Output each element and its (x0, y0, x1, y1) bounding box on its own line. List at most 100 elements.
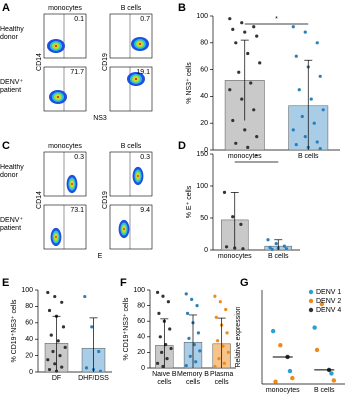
row-label: Healthy donor (0, 26, 24, 41)
data-point (214, 315, 218, 319)
row-label-box: Healthy donor (0, 164, 24, 179)
data-point (321, 108, 325, 112)
data-point (266, 238, 270, 242)
x-axis-label: NS3 (93, 115, 107, 122)
data-point (234, 141, 238, 145)
row-label: DENV⁺ patient (0, 79, 24, 94)
data-point (270, 328, 276, 334)
data-point (98, 369, 103, 373)
y-tick-label: 60 (200, 66, 208, 73)
data-point (224, 307, 228, 312)
data-point (196, 331, 201, 335)
cell-density (134, 78, 138, 80)
y-tick-label: 20 (200, 120, 208, 127)
x-tick-label-box: DF (51, 375, 62, 382)
data-point (216, 339, 220, 343)
data-point (155, 290, 160, 294)
data-point (240, 21, 244, 25)
data-point (252, 25, 256, 29)
x-tick-label: B cells (267, 253, 289, 260)
data-point (164, 343, 168, 347)
y-axis-label: % E⁺ cells (186, 185, 193, 218)
panel-letter: E (2, 277, 9, 289)
y-axis-label: Relative expression (235, 306, 242, 367)
y-tick-label: 100 (21, 287, 33, 294)
data-point (282, 244, 286, 248)
x-tick-label-box: monocytes (227, 153, 262, 160)
row-label: DENV⁺ patient (0, 217, 24, 232)
data-point (160, 350, 164, 354)
row-label-box: DENV⁺ patient (0, 217, 24, 232)
data-point (47, 308, 52, 313)
data-point (294, 54, 298, 58)
y-axis-label: CD19 (102, 191, 109, 209)
y-axis-label: % CD19⁺NS3⁺ cells (11, 299, 18, 363)
legend-marker (308, 307, 314, 313)
row-label-box: Healthy donor (0, 26, 24, 41)
gate-percentage: 9.4 (140, 207, 150, 214)
data-point (228, 88, 232, 92)
data-point (318, 147, 322, 151)
data-point (291, 25, 295, 29)
x-tick-label-box: monocytes (218, 253, 252, 260)
data-point (331, 378, 337, 383)
data-point (155, 361, 160, 365)
data-point (83, 294, 87, 299)
x-tick-label: B cells (297, 153, 319, 160)
data-point (278, 343, 283, 348)
flow-plot (43, 204, 87, 250)
data-point (195, 304, 199, 308)
data-point (234, 41, 238, 45)
data-point (228, 17, 232, 21)
data-point (47, 367, 52, 372)
y-tick-label: 40 (200, 93, 208, 100)
data-point (222, 190, 227, 194)
y-tick-label: 150 (196, 151, 208, 158)
y-tick-label: 80 (25, 303, 33, 310)
data-point (90, 325, 94, 329)
data-point (46, 358, 50, 362)
data-point (188, 354, 192, 358)
data-point (315, 140, 319, 144)
data-point (231, 215, 235, 219)
data-point (165, 357, 169, 361)
x-tick-label: DF (51, 375, 62, 382)
panel-letter: D (178, 140, 186, 152)
x-tick-label: monocytes (227, 153, 262, 160)
data-point (60, 365, 64, 369)
x-tick-label-box: B cells (267, 253, 289, 260)
y-tick-label: 40 (25, 336, 33, 343)
cell-density (55, 235, 57, 239)
data-point (56, 339, 60, 343)
data-point (226, 350, 231, 354)
data-point (231, 27, 235, 31)
panel-letter: A (2, 2, 10, 14)
x-tick-label-box: B cells (297, 153, 319, 160)
data-point (221, 344, 225, 348)
cell-density (54, 45, 58, 47)
significance-marker: * (275, 16, 278, 23)
x-tick-label-box: DHF/DSS (78, 375, 109, 382)
y-axis-label: CD14 (36, 53, 43, 71)
y-tick-label: 40 (137, 334, 145, 341)
data-point (53, 362, 57, 366)
x-tick-label-box: monocytes (266, 387, 300, 394)
data-point (297, 88, 301, 92)
data-point (268, 245, 272, 250)
y-tick-label: 60 (25, 320, 33, 327)
data-point (329, 371, 334, 376)
flow-plot (109, 151, 153, 197)
x-tick-label: B cells (313, 387, 335, 394)
legend-marker (308, 298, 314, 304)
legend-marker (308, 289, 314, 295)
data-point (319, 301, 325, 307)
data-point (246, 145, 250, 149)
data-point (241, 247, 245, 251)
data-point (225, 331, 229, 335)
data-point (246, 51, 250, 56)
y-tick-label: 0 (204, 147, 208, 154)
y-tick-label: 80 (137, 302, 145, 309)
data-point (194, 360, 198, 364)
legend-label: DENV 2 (316, 298, 341, 305)
